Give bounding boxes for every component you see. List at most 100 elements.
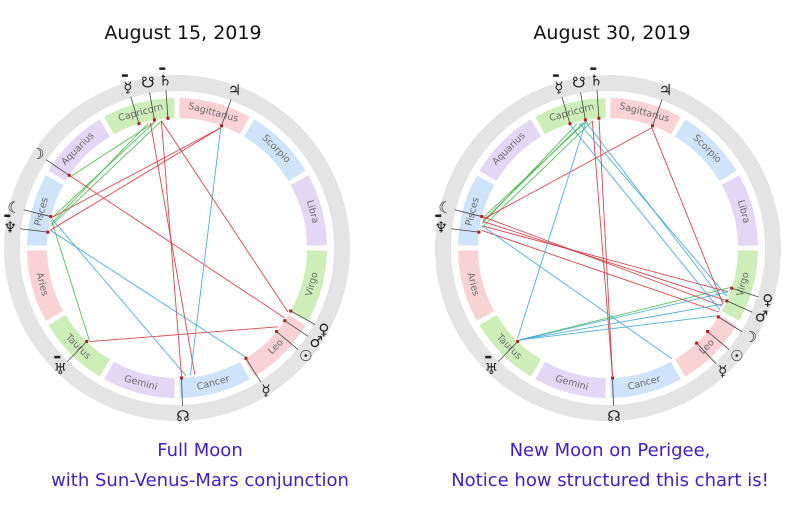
outer-ring xyxy=(435,75,781,421)
caption-right: New Moon on Perigee, Notice how structur… xyxy=(410,436,800,496)
aspect-line-red xyxy=(149,122,196,375)
sign-segment-cancer xyxy=(610,361,681,398)
sign-segment-virgo xyxy=(290,250,327,321)
planet-tick-jupiter xyxy=(221,99,232,126)
planet-tick-mercury xyxy=(245,358,262,383)
aspect-line-red xyxy=(482,220,726,301)
planet-marker-uranus xyxy=(516,340,520,344)
aspect-line-blue xyxy=(189,127,222,376)
planet-tick-mars xyxy=(284,320,309,337)
aspect-line-red xyxy=(160,120,182,376)
planet-marker-uranus xyxy=(85,340,89,344)
aspect-line-blue xyxy=(481,225,673,360)
planet-tick-pluto xyxy=(130,96,140,124)
planet-glyph-jupiter-icon: ♃ xyxy=(228,81,241,99)
sign-segment-aquarius xyxy=(48,119,111,182)
planet-glyph-uranus-icon: ♅ xyxy=(54,360,67,378)
retrograde-bar-pluto xyxy=(121,74,128,77)
aspect-line-blue xyxy=(518,291,729,341)
planet-tick-sun xyxy=(276,331,299,350)
sign-segment-pisces xyxy=(27,175,64,246)
planet-tick-lilith xyxy=(454,209,482,217)
planet-marker-sun xyxy=(706,330,710,334)
retrograde-bar-pluto xyxy=(552,74,559,77)
planet-glyph-lilith-icon: ☾ xyxy=(438,198,451,216)
planet-marker-venus xyxy=(730,286,734,290)
planet-marker-pluto xyxy=(137,122,141,126)
planet-glyph-venus-icon: ♀ xyxy=(762,291,773,309)
aspect-line-red xyxy=(481,229,719,313)
planet-tick-uranus xyxy=(66,341,87,362)
planet-tick-south-node xyxy=(580,92,586,121)
planet-marker-moon xyxy=(716,315,720,319)
planet-glyph-jupiter-icon: ♃ xyxy=(659,81,672,99)
planet-glyph-lilith-icon: ☾ xyxy=(7,198,20,216)
sign-segment-leo xyxy=(674,314,737,377)
aspect-line-blue xyxy=(570,125,721,311)
sign-segment-aries xyxy=(27,250,64,321)
planet-marker-north-node xyxy=(611,376,615,380)
sign-segment-capricorn xyxy=(104,98,175,135)
aspect-line-red xyxy=(70,176,285,319)
aspect-line-green xyxy=(483,121,587,218)
sign-segment-cancer xyxy=(179,361,250,398)
aspect-line-red xyxy=(651,127,724,305)
sign-segment-libra xyxy=(290,175,327,246)
sign-segment-libra xyxy=(721,175,758,246)
planet-marker-lilith xyxy=(480,215,484,219)
planet-marker-south-node xyxy=(583,118,587,122)
planet-tick-south-node xyxy=(149,92,155,121)
caption-right-line-2: Notice how structured this chart is! xyxy=(451,470,769,491)
chart-title-left: August 15, 2019 xyxy=(104,22,262,44)
aspect-line-red xyxy=(481,225,729,293)
retrograde-bar-saturn xyxy=(590,67,597,70)
planet-marker-mercury xyxy=(244,356,248,360)
aspect-line-blue xyxy=(519,303,724,341)
sign-segment-capricorn xyxy=(535,98,606,135)
aspect-line-green xyxy=(70,121,156,177)
sign-segment-gemini xyxy=(535,361,606,398)
aspect-line-red xyxy=(52,127,221,218)
aspect-line-red xyxy=(591,120,613,376)
sign-segment-taurus xyxy=(479,314,542,377)
planet-marker-sun xyxy=(275,330,279,334)
planet-tick-venus xyxy=(731,287,759,298)
planet-glyph-pluto-icon: ☿ xyxy=(554,78,563,96)
planet-tick-saturn xyxy=(596,90,600,119)
planet-tick-pluto xyxy=(561,96,571,124)
planet-tick-moon xyxy=(45,159,70,176)
sign-segment-pisces xyxy=(458,175,495,246)
sign-segment-sagittarius xyxy=(610,98,681,135)
planet-glyph-moon-icon: ☽ xyxy=(31,145,44,163)
planet-marker-south-node xyxy=(152,118,156,122)
planet-tick-north-node xyxy=(612,377,614,406)
planet-glyph-mercury-icon: ☿ xyxy=(261,381,270,399)
aspect-line-red xyxy=(89,326,278,343)
planet-tick-lilith xyxy=(23,209,51,217)
planet-marker-mars xyxy=(283,319,287,323)
planet-glyph-uranus-icon: ♅ xyxy=(485,360,498,378)
aspect-line-green xyxy=(482,122,584,222)
planet-tick-jupiter xyxy=(652,99,663,126)
aspect-line-blue xyxy=(517,121,587,339)
sign-segment-aquarius xyxy=(479,119,542,182)
planet-marker-saturn xyxy=(166,116,170,120)
planet-tick-neptune xyxy=(451,228,480,233)
caption-right-line-1: New Moon on Perigee, xyxy=(509,440,711,461)
planet-tick-uranus xyxy=(497,341,518,362)
planet-marker-mercury xyxy=(695,341,699,345)
sign-segment-gemini xyxy=(104,361,175,398)
aspect-line-red xyxy=(161,120,289,313)
planet-glyph-venus-icon: ♀ xyxy=(318,320,329,338)
planet-marker-neptune xyxy=(477,230,481,234)
retrograde-bar-saturn xyxy=(159,67,166,70)
planet-tick-neptune xyxy=(20,228,49,233)
planet-tick-moon xyxy=(718,316,743,333)
sign-segment-sagittarius xyxy=(179,98,250,135)
planet-tick-north-node xyxy=(181,377,183,406)
outer-ring xyxy=(4,75,350,421)
planet-marker-jupiter xyxy=(219,124,223,128)
planet-glyph-south-node-icon: ☋ xyxy=(572,74,585,92)
